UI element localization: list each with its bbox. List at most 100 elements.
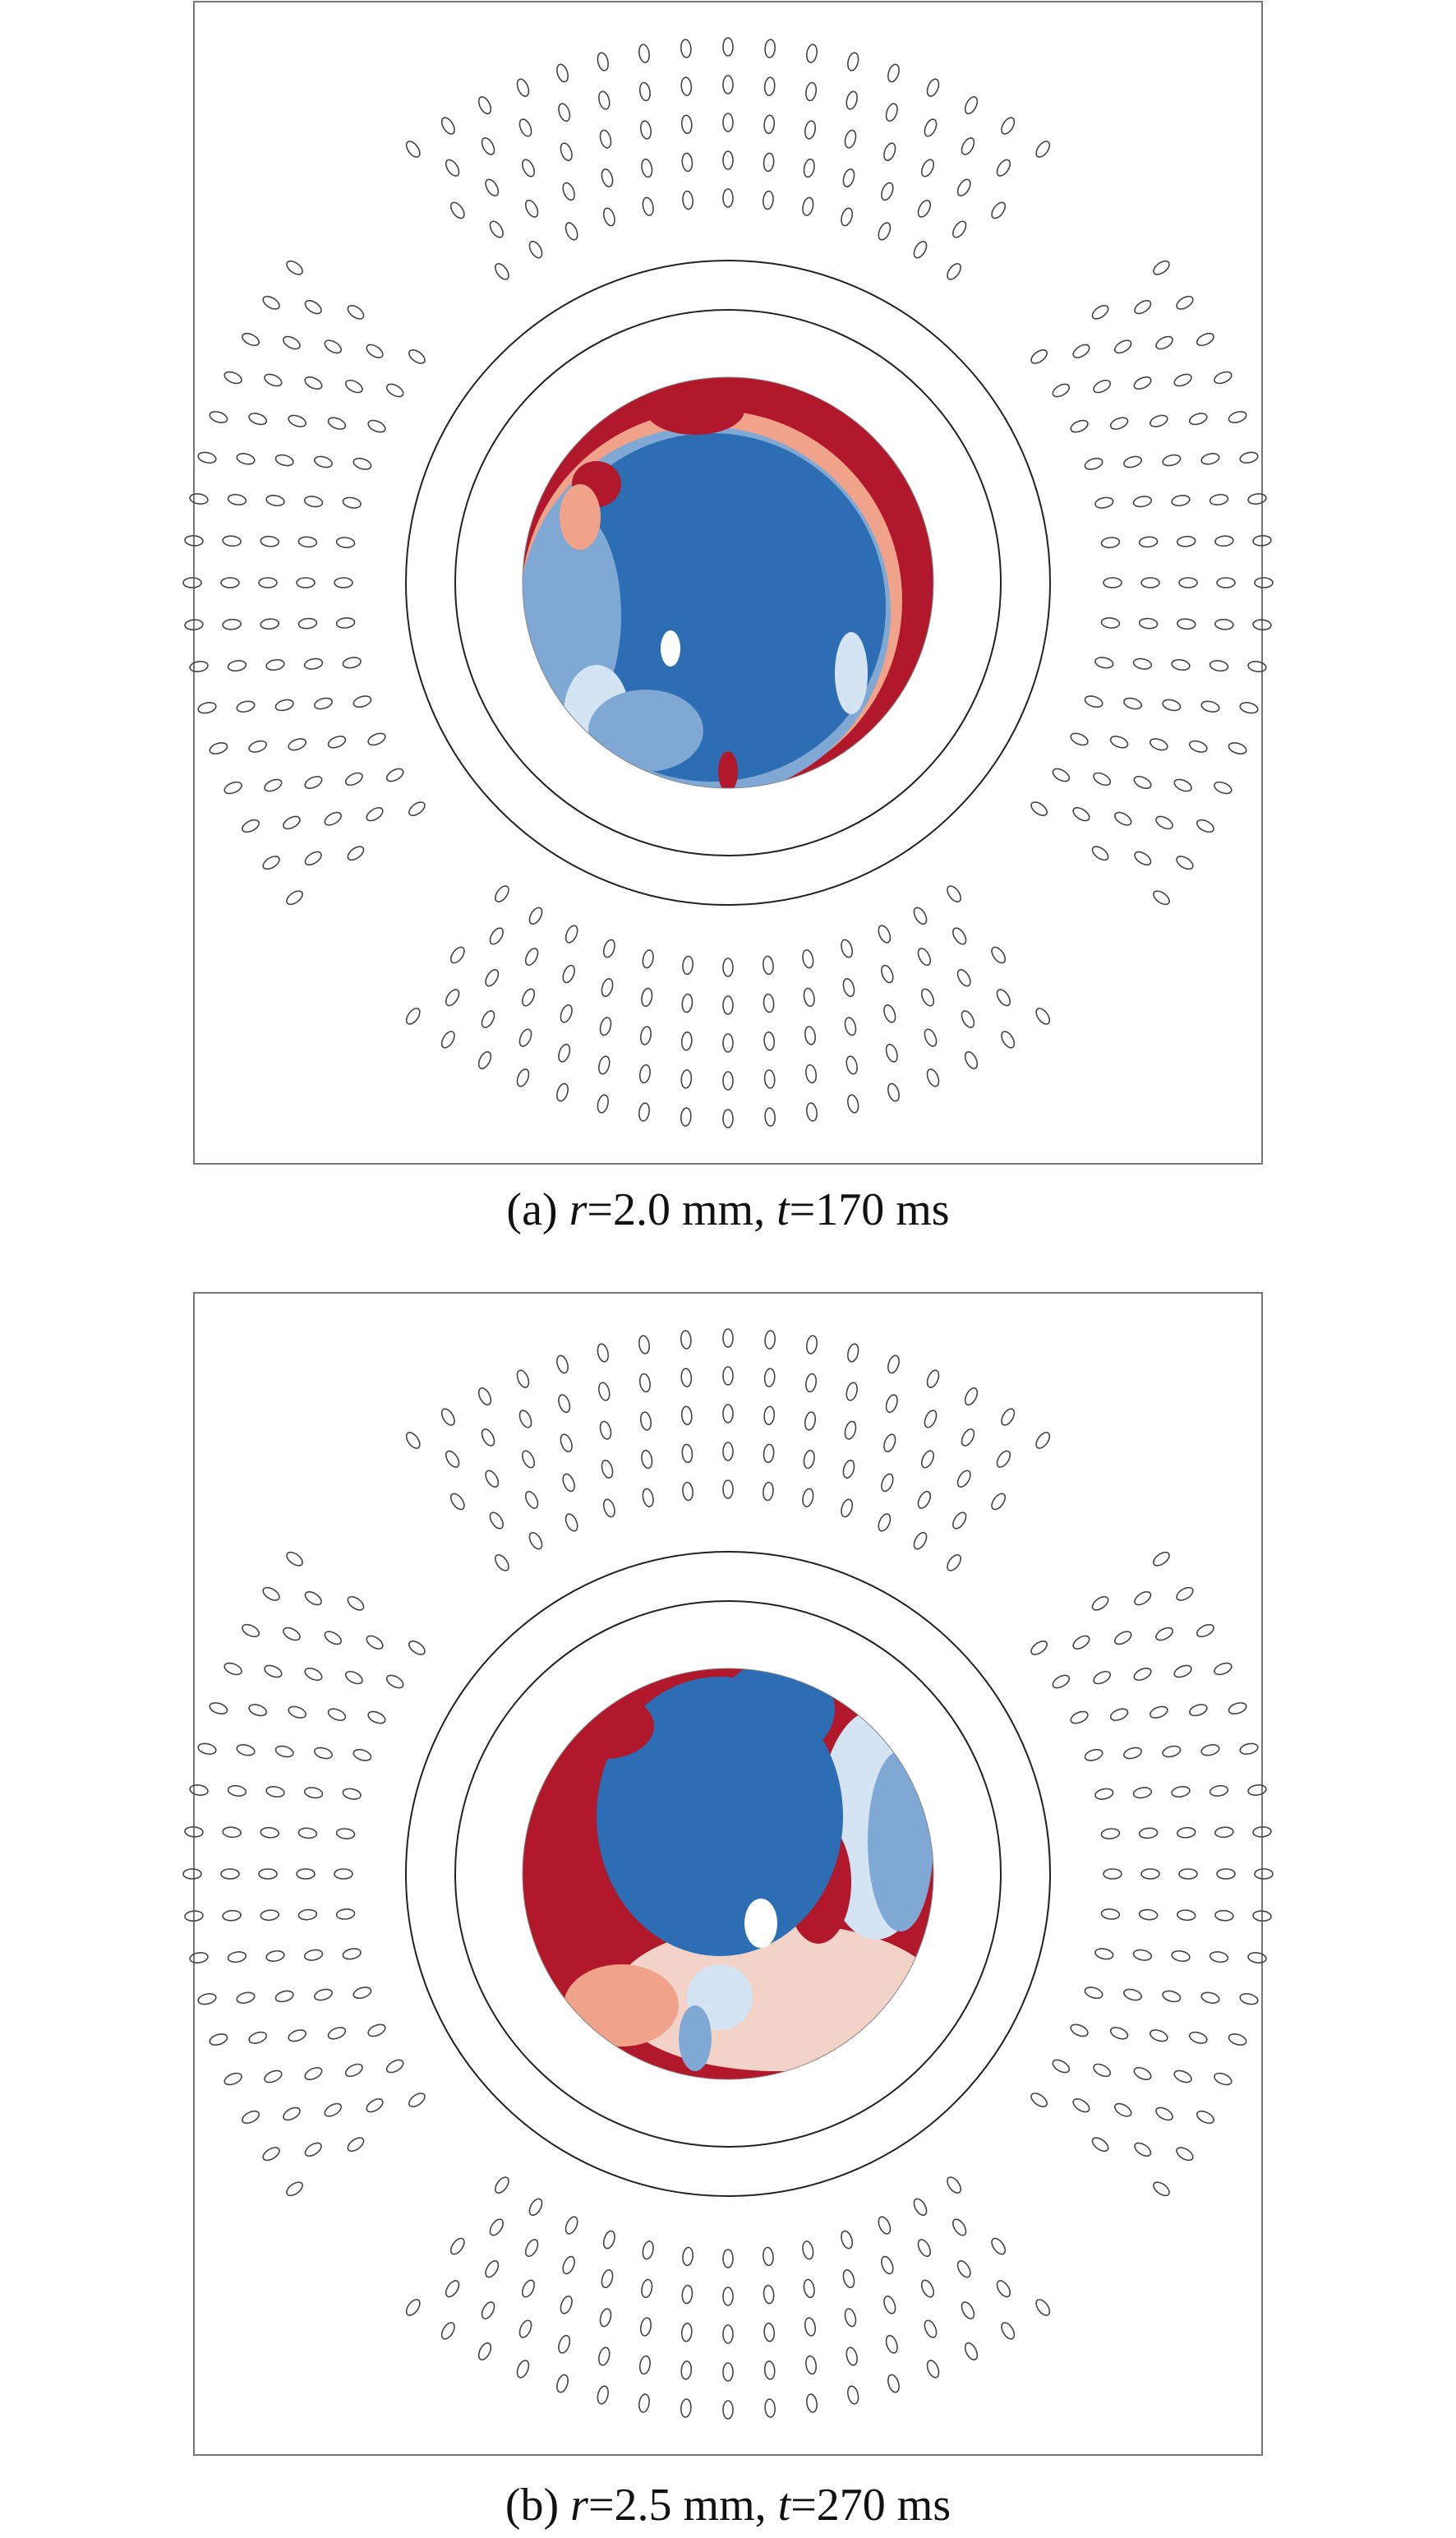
hole <box>847 1343 859 1363</box>
hole <box>847 1094 859 1114</box>
hole <box>1162 1990 1182 2003</box>
hole <box>260 1826 280 1839</box>
hole <box>1200 700 1220 713</box>
caption-variable: r <box>570 2480 588 2531</box>
hole <box>924 1410 938 1428</box>
hole <box>445 989 460 1007</box>
contour-region <box>555 1693 654 1759</box>
hole <box>639 1026 652 1045</box>
hole <box>763 2246 774 2267</box>
hole <box>385 2059 404 2074</box>
hole <box>260 1909 280 1922</box>
hole <box>1155 2107 1173 2121</box>
hole <box>366 344 384 358</box>
hole <box>236 453 256 465</box>
hole <box>1070 1710 1089 1724</box>
hole <box>366 1635 384 1650</box>
hole <box>304 1590 322 1606</box>
hole <box>189 661 209 672</box>
hole <box>1228 411 1247 423</box>
hole <box>223 2072 242 2086</box>
hole <box>556 63 569 83</box>
hole <box>1035 2299 1051 2316</box>
hole <box>264 2070 283 2083</box>
hole <box>599 129 612 149</box>
hole <box>477 2342 492 2360</box>
hole <box>598 2346 611 2366</box>
hole <box>303 1787 324 1799</box>
hole <box>1072 1635 1090 1650</box>
hole <box>1052 2059 1071 2074</box>
hole <box>1214 371 1233 385</box>
hole <box>602 1498 615 1518</box>
contour-region <box>868 1751 933 1931</box>
hole <box>516 78 530 97</box>
hole <box>885 2334 898 2354</box>
hole <box>1030 1640 1048 1655</box>
hole <box>516 2360 530 2379</box>
hole <box>560 1433 573 1453</box>
hole <box>227 1784 247 1797</box>
caption-text: =2.5 mm, <box>587 2480 778 2531</box>
hole <box>952 2218 967 2236</box>
hole <box>1214 2072 1233 2086</box>
hole <box>283 335 301 350</box>
hole <box>597 2385 609 2405</box>
domain-edge <box>522 376 934 789</box>
hole <box>440 1408 455 1426</box>
hole <box>1093 1670 1112 1685</box>
hole <box>844 129 857 149</box>
hole <box>1252 619 1272 630</box>
hole <box>1093 772 1112 787</box>
hole <box>258 1868 278 1880</box>
hole <box>1138 536 1159 548</box>
hole <box>303 496 324 508</box>
hole <box>236 1744 256 1756</box>
hole <box>1100 537 1121 548</box>
hole <box>803 1449 815 1470</box>
hole <box>197 1993 217 2005</box>
hole <box>1133 376 1152 390</box>
hole <box>227 1951 247 1963</box>
hole <box>518 2319 532 2338</box>
hole <box>680 114 693 135</box>
hole <box>883 2295 896 2314</box>
hole <box>1173 778 1192 792</box>
hole <box>1109 417 1129 430</box>
hole <box>763 955 774 976</box>
hole <box>445 2280 460 2298</box>
hole <box>1196 819 1214 833</box>
hole <box>274 699 294 712</box>
hole <box>1171 494 1191 507</box>
hole <box>1196 332 1214 347</box>
hole <box>1094 657 1114 669</box>
hole <box>296 1868 316 1880</box>
hole <box>681 993 693 1013</box>
hole <box>222 618 242 630</box>
hole <box>286 2181 303 2197</box>
hole <box>1103 1868 1122 1880</box>
hole <box>878 222 892 241</box>
hole <box>495 263 509 280</box>
hole <box>602 207 615 227</box>
hole <box>1214 535 1234 547</box>
hole <box>262 1586 280 1601</box>
hole <box>722 1109 734 1128</box>
hole <box>722 37 734 57</box>
hole <box>227 660 247 672</box>
hole <box>324 339 343 354</box>
hole <box>841 939 854 958</box>
hole <box>342 657 362 669</box>
hole <box>681 2284 693 2305</box>
hole <box>220 1868 240 1880</box>
hole <box>236 1991 256 2004</box>
hole <box>947 2176 961 2194</box>
hole <box>367 732 386 746</box>
hole <box>641 158 653 178</box>
hole <box>883 1004 896 1023</box>
caption-variable: t <box>777 2480 791 2531</box>
hole <box>304 2142 322 2157</box>
hole <box>227 493 247 505</box>
hole <box>1162 454 1182 467</box>
